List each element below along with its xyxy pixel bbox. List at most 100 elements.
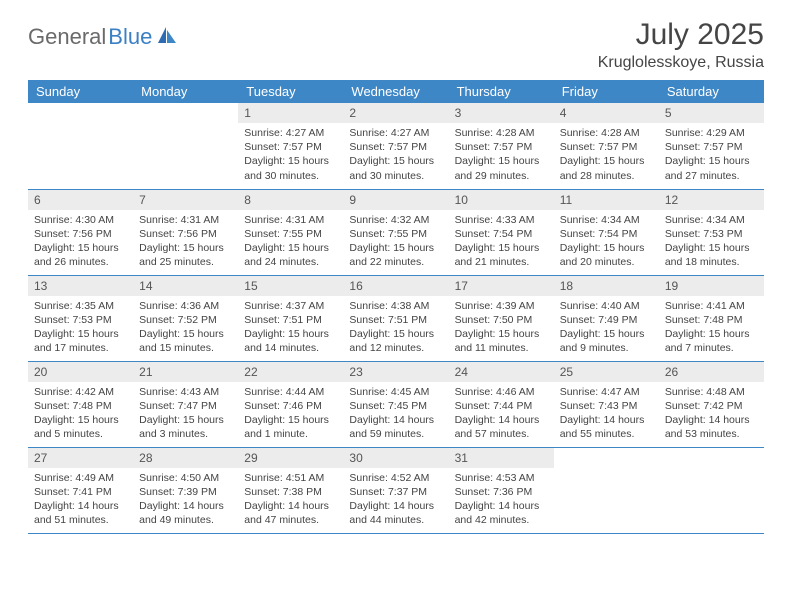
sunrise-line: Sunrise: 4:34 AM [560,213,653,227]
daylight-line: Daylight: 15 hours and 28 minutes. [560,154,653,182]
daylight-line: Daylight: 15 hours and 20 minutes. [560,241,653,269]
daylight-line: Daylight: 15 hours and 14 minutes. [244,327,337,355]
sunrise-line: Sunrise: 4:33 AM [455,213,548,227]
day-number: 29 [238,448,343,468]
calendar-table: SundayMondayTuesdayWednesdayThursdayFrid… [28,80,764,534]
header: GeneralBlue July 2025 Kruglolesskoye, Ru… [28,18,764,72]
day-details: Sunrise: 4:46 AMSunset: 7:44 PMDaylight:… [449,382,554,446]
day-number: 21 [133,362,238,382]
sunset-line: Sunset: 7:54 PM [455,227,548,241]
day-number: 9 [343,190,448,210]
calendar-day-cell: 13Sunrise: 4:35 AMSunset: 7:53 PMDayligh… [28,275,133,361]
calendar-day-cell: 3Sunrise: 4:28 AMSunset: 7:57 PMDaylight… [449,103,554,189]
day-details: Sunrise: 4:29 AMSunset: 7:57 PMDaylight:… [659,123,764,187]
sunrise-line: Sunrise: 4:39 AM [455,299,548,313]
sunset-line: Sunset: 7:57 PM [560,140,653,154]
day-details: Sunrise: 4:30 AMSunset: 7:56 PMDaylight:… [28,210,133,274]
sunrise-line: Sunrise: 4:41 AM [665,299,758,313]
sunset-line: Sunset: 7:38 PM [244,485,337,499]
sunset-line: Sunset: 7:54 PM [560,227,653,241]
daylight-line: Daylight: 15 hours and 27 minutes. [665,154,758,182]
sunset-line: Sunset: 7:48 PM [665,313,758,327]
daylight-line: Daylight: 14 hours and 49 minutes. [139,499,232,527]
day-number: 11 [554,190,659,210]
day-number: 26 [659,362,764,382]
day-number: 30 [343,448,448,468]
sunrise-line: Sunrise: 4:30 AM [34,213,127,227]
daylight-line: Daylight: 15 hours and 11 minutes. [455,327,548,355]
sunset-line: Sunset: 7:57 PM [665,140,758,154]
daylight-line: Daylight: 15 hours and 12 minutes. [349,327,442,355]
day-number: 1 [238,103,343,123]
calendar-day-cell: 11 Sunrise: 4:34 AMSunset: 7:54 PMDayligh… [554,189,659,275]
daylight-line: Daylight: 15 hours and 5 minutes. [34,413,127,441]
calendar-day-cell: 16Sunrise: 4:38 AMSunset: 7:51 PMDayligh… [343,275,448,361]
weekday-header: Saturday [659,80,764,103]
calendar-day-cell: 30Sunrise: 4:52 AMSunset: 7:37 PMDayligh… [343,447,448,533]
sunset-line: Sunset: 7:53 PM [665,227,758,241]
month-title: July 2025 [598,18,764,52]
calendar-day-cell: 15Sunrise: 4:37 AMSunset: 7:51 PMDayligh… [238,275,343,361]
sunrise-line: Sunrise: 4:43 AM [139,385,232,399]
day-number: 27 [28,448,133,468]
sunset-line: Sunset: 7:47 PM [139,399,232,413]
calendar-day-cell: 19Sunrise: 4:41 AMSunset: 7:48 PMDayligh… [659,275,764,361]
day-details: Sunrise: 4:28 AMSunset: 7:57 PMDaylight:… [554,123,659,187]
sunset-line: Sunset: 7:37 PM [349,485,442,499]
day-details: Sunrise: 4:49 AMSunset: 7:41 PMDaylight:… [28,468,133,532]
sunrise-line: Sunrise: 4:44 AM [244,385,337,399]
calendar-empty-cell [28,103,133,189]
day-number: 6 [28,190,133,210]
sunset-line: Sunset: 7:36 PM [455,485,548,499]
sunset-line: Sunset: 7:50 PM [455,313,548,327]
daylight-line: Daylight: 15 hours and 30 minutes. [244,154,337,182]
calendar-day-cell: 26Sunrise: 4:48 AMSunset: 7:42 PMDayligh… [659,361,764,447]
sunset-line: Sunset: 7:44 PM [455,399,548,413]
day-details: Sunrise: 4:43 AMSunset: 7:47 PMDaylight:… [133,382,238,446]
calendar-day-cell: 24Sunrise: 4:46 AMSunset: 7:44 PMDayligh… [449,361,554,447]
sunset-line: Sunset: 7:53 PM [34,313,127,327]
title-block: July 2025 Kruglolesskoye, Russia [598,18,764,72]
calendar-day-cell: 28Sunrise: 4:50 AMSunset: 7:39 PMDayligh… [133,447,238,533]
daylight-line: Daylight: 15 hours and 1 minute. [244,413,337,441]
sunset-line: Sunset: 7:57 PM [349,140,442,154]
sunset-line: Sunset: 7:41 PM [34,485,127,499]
calendar-day-cell: 1Sunrise: 4:27 AMSunset: 7:57 PMDaylight… [238,103,343,189]
day-details: Sunrise: 4:37 AMSunset: 7:51 PMDaylight:… [238,296,343,360]
calendar-week-row: 27Sunrise: 4:49 AMSunset: 7:41 PMDayligh… [28,447,764,533]
calendar-day-cell: 7Sunrise: 4:31 AMSunset: 7:56 PMDaylight… [133,189,238,275]
calendar-day-cell: 6Sunrise: 4:30 AMSunset: 7:56 PMDaylight… [28,189,133,275]
sunset-line: Sunset: 7:51 PM [349,313,442,327]
daylight-line: Daylight: 15 hours and 15 minutes. [139,327,232,355]
sunrise-line: Sunrise: 4:38 AM [349,299,442,313]
weekday-header: Wednesday [343,80,448,103]
sunrise-line: Sunrise: 4:42 AM [34,385,127,399]
daylight-line: Daylight: 15 hours and 29 minutes. [455,154,548,182]
day-number: 16 [343,276,448,296]
daylight-line: Daylight: 15 hours and 24 minutes. [244,241,337,269]
day-details: Sunrise: 4:36 AMSunset: 7:52 PMDaylight:… [133,296,238,360]
calendar-day-cell: 22Sunrise: 4:44 AMSunset: 7:46 PMDayligh… [238,361,343,447]
calendar-header-row: SundayMondayTuesdayWednesdayThursdayFrid… [28,80,764,103]
daylight-line: Daylight: 14 hours and 55 minutes. [560,413,653,441]
day-number: 14 [133,276,238,296]
calendar-week-row: 13Sunrise: 4:35 AMSunset: 7:53 PMDayligh… [28,275,764,361]
calendar-day-cell: 14Sunrise: 4:36 AMSunset: 7:52 PMDayligh… [133,275,238,361]
daylight-line: Daylight: 14 hours and 47 minutes. [244,499,337,527]
day-number: 20 [28,362,133,382]
daylight-line: Daylight: 15 hours and 3 minutes. [139,413,232,441]
sunrise-line: Sunrise: 4:27 AM [349,126,442,140]
sunset-line: Sunset: 7:57 PM [455,140,548,154]
day-number: 25 [554,362,659,382]
daylight-line: Daylight: 15 hours and 7 minutes. [665,327,758,355]
day-details: Sunrise: 4:32 AMSunset: 7:55 PMDaylight:… [343,210,448,274]
day-number: 2 [343,103,448,123]
sunset-line: Sunset: 7:55 PM [349,227,442,241]
day-number: 3 [449,103,554,123]
sunrise-line: Sunrise: 4:53 AM [455,471,548,485]
daylight-line: Daylight: 14 hours and 57 minutes. [455,413,548,441]
day-number: 12 [659,190,764,210]
day-details: Sunrise: 4:48 AMSunset: 7:42 PMDaylight:… [659,382,764,446]
day-details: Sunrise: 4:38 AMSunset: 7:51 PMDaylight:… [343,296,448,360]
calendar-week-row: 6Sunrise: 4:30 AMSunset: 7:56 PMDaylight… [28,189,764,275]
